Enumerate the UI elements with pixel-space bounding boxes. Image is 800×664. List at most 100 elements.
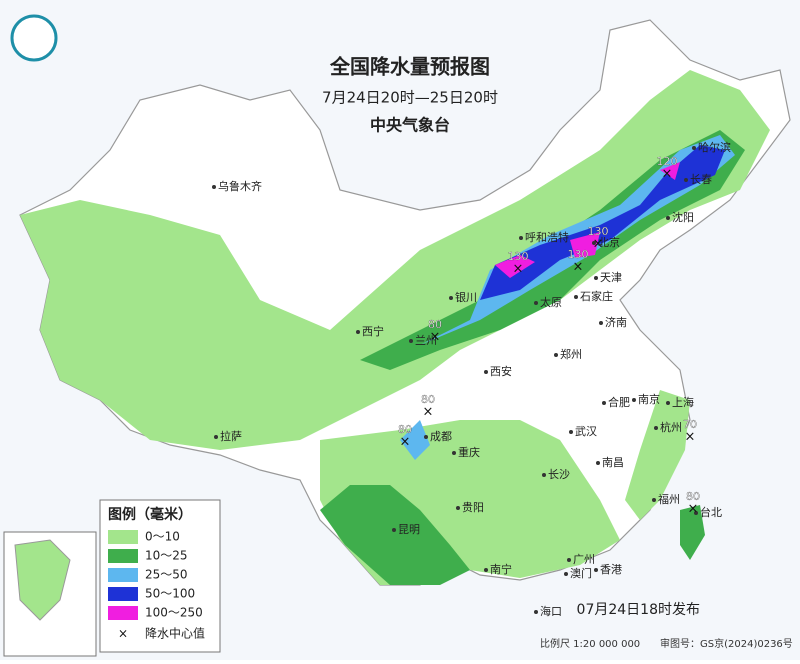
city-dot: [392, 528, 396, 532]
legend-swatch: [108, 568, 138, 582]
city-dot: [424, 435, 428, 439]
city-dot: [534, 610, 538, 614]
city-label: 沈阳: [672, 210, 694, 224]
city-dot: [574, 295, 578, 299]
city-dot: [594, 276, 598, 280]
center-marker: ×: [423, 405, 434, 420]
city-dot: [542, 473, 546, 477]
city-dot: [654, 426, 658, 430]
logo: [10, 14, 58, 62]
city-label: 香港: [600, 563, 622, 576]
city-dot: [452, 451, 456, 455]
rain-center-value: 130: [568, 248, 589, 261]
city-label: 南宁: [490, 562, 512, 576]
city-label: 贵阳: [462, 501, 484, 514]
legend-marker: ×: [118, 627, 128, 641]
center-marker: ×: [593, 237, 604, 252]
city-dot: [594, 568, 598, 572]
city-label: 武汉: [575, 425, 597, 438]
city-dot: [666, 401, 670, 405]
rain-center-value: 130: [508, 250, 529, 263]
city-label: 兰州: [415, 334, 437, 347]
inset-map: [3, 531, 97, 657]
approval-number: 审图号：GS京(2024)0236号: [660, 637, 793, 650]
legend-title: 图例（毫米）: [108, 506, 192, 523]
rain-10-25: [320, 485, 470, 585]
city-dot: [666, 216, 670, 220]
legend-swatch: [108, 530, 138, 544]
rain-100-250: [495, 162, 680, 278]
legend: 图例（毫米） 0～10 10～25 25～50 50～100 100～250 × 降水中心值: [99, 499, 221, 653]
city-dot: [484, 370, 488, 374]
rain-center-value: 130: [588, 225, 609, 238]
legend-label: 0～10: [145, 530, 180, 544]
rain-10-25: [680, 505, 705, 560]
city-label: 西宁: [362, 324, 384, 338]
city-label: 长春: [690, 173, 712, 186]
legend-label: 100～250: [145, 606, 203, 620]
city-label: 呼和浩特: [525, 230, 569, 244]
map-title: 全国降水量预报图: [329, 55, 490, 79]
rain-center-value: 80: [421, 393, 435, 406]
legend-label: 10～25: [145, 549, 188, 563]
rain-areas: [20, 70, 770, 585]
center-marker: ×: [685, 430, 696, 445]
city-label: 石家庄: [580, 289, 613, 303]
rain-25-50: [400, 420, 430, 460]
city-label: 杭州: [660, 420, 682, 434]
city-dot: [356, 330, 360, 334]
rain-center-value: 80: [398, 423, 412, 436]
rain-50-100: [480, 145, 725, 300]
legend-label: 50～100: [145, 587, 195, 601]
legend-label: 降水中心值: [145, 626, 205, 641]
city-dot: [484, 568, 488, 572]
city-label: 台北: [700, 505, 722, 519]
map-subtitle: 7月24日20时—25日20时: [322, 89, 498, 107]
city-dot: [596, 461, 600, 465]
city-dot: [632, 398, 636, 402]
city-label: 广州: [573, 553, 595, 566]
center-marker: ×: [400, 435, 411, 450]
city-dot: [567, 558, 571, 562]
city-dot: [534, 301, 538, 305]
rain-center-value: 80: [686, 490, 700, 503]
city-label: 海口: [540, 604, 562, 618]
legend-swatch: [108, 606, 138, 620]
city-label: 长沙: [548, 468, 570, 481]
city-dot: [449, 296, 453, 300]
issuer: 中央气象台: [370, 116, 450, 135]
rain-center-value: 80: [428, 318, 442, 331]
city-label: 成都: [430, 430, 452, 443]
rain-center-value: 120: [657, 155, 678, 168]
city-dot: [592, 241, 596, 245]
center-marker: ×: [573, 260, 584, 275]
rain-0-10: [625, 390, 690, 520]
city-label: 南昌: [602, 456, 624, 469]
rain-0-10: [20, 70, 770, 450]
legend-swatch: [108, 587, 138, 601]
city-label: 天津: [600, 271, 622, 284]
city-label: 拉萨: [220, 429, 242, 443]
city-dot: [694, 511, 698, 515]
legend-label: 25～50: [145, 568, 188, 582]
city-dot: [519, 236, 523, 240]
rain-center-value: 70: [683, 418, 697, 431]
city-label: 昆明: [398, 523, 420, 536]
city-label: 合肥: [608, 395, 630, 409]
city-label: 济南: [605, 315, 627, 329]
legend-swatch: [108, 549, 138, 563]
city-dot: [554, 353, 558, 357]
issued-time: 07月24日18时发布: [577, 602, 700, 618]
city-dot: [456, 506, 460, 510]
center-marker: ×: [430, 330, 441, 345]
city-dot: [212, 185, 216, 189]
city-label: 郑州: [560, 347, 582, 361]
city-dot: [684, 178, 688, 182]
center-marker: ×: [662, 167, 673, 182]
city-label: 太原: [540, 296, 562, 309]
city-label: 哈尔滨: [698, 140, 731, 154]
city-dot: [692, 146, 696, 150]
city-dot: [652, 498, 656, 502]
center-marker: ×: [688, 502, 699, 517]
